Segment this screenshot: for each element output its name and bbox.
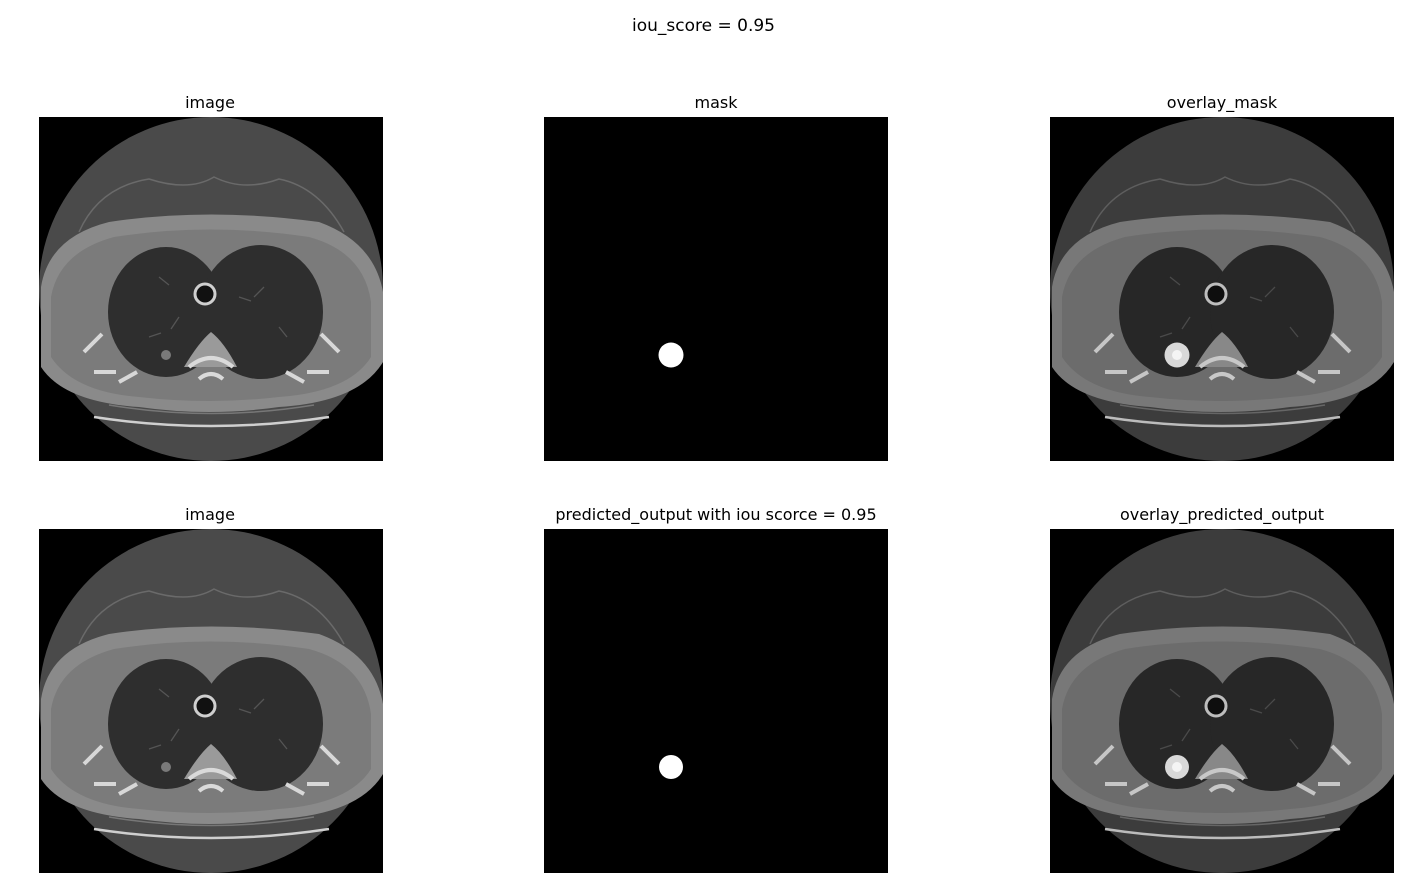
ct-scan-image <box>39 117 383 461</box>
panel-title-image-bottom: image <box>185 505 235 524</box>
figure-suptitle: iou_score = 0.95 <box>632 16 775 36</box>
overlay-mask-panel <box>1050 117 1394 461</box>
panel-title-image-top: image <box>185 93 235 112</box>
ct-scan-image <box>39 529 383 873</box>
ct-image-panel-top <box>39 117 383 461</box>
overlay-predicted-panel <box>1050 529 1394 873</box>
panel-title-predicted-output: predicted_output with iou scorce = 0.95 <box>555 505 877 524</box>
ct-image-panel-bottom <box>39 529 383 873</box>
panel-title-mask: mask <box>694 93 738 112</box>
panel-title-overlay-predicted: overlay_predicted_output <box>1119 505 1325 524</box>
mask-blob <box>658 342 684 368</box>
predicted-output-image <box>544 529 888 873</box>
overlay-mask-image <box>1050 117 1394 461</box>
panel-title-overlay-mask: overlay_mask <box>1166 93 1278 112</box>
predicted-output-panel <box>544 529 888 873</box>
overlay-predicted-image <box>1050 529 1394 873</box>
predicted-blob <box>659 755 683 779</box>
mask-panel <box>544 117 888 461</box>
mask-image <box>544 117 888 461</box>
